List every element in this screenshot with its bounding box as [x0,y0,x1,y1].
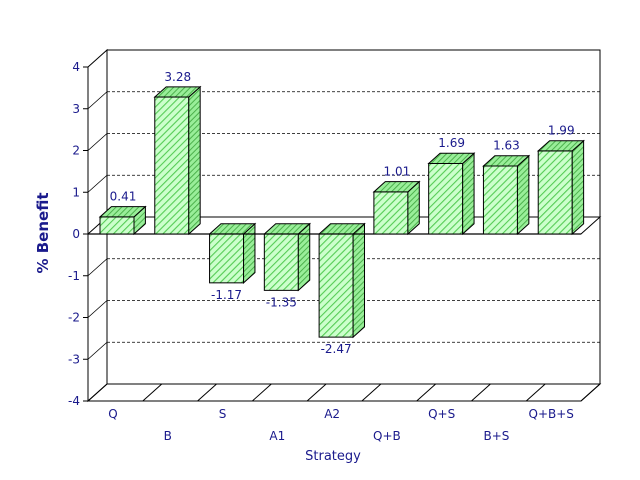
x-tick-label: B+S [483,429,509,443]
x-tick [142,383,163,402]
value-label: 0.41 [110,190,137,204]
bar-side [188,85,201,236]
x-tick-label: Q+S [428,407,455,421]
x-tick-label: S [219,407,227,421]
y-axis: 4 3 2 1 0 -1 -2 -3 -4 [68,60,88,408]
bars-positive [98,85,585,236]
x-tick-label: Q [108,407,117,421]
y-tick-label: 4 [72,60,80,74]
grid-line-side [87,91,108,110]
x-tick [525,383,546,402]
value-label: 1.01 [384,165,411,179]
bar [209,233,245,284]
y-tick-label: 0 [72,227,80,241]
y-tick-label: 3 [72,102,80,116]
bar-side [462,152,475,236]
bar-top [427,152,476,164]
value-label: -1.35 [266,295,297,309]
x-tick [580,383,601,402]
bottom-floor [86,383,602,402]
x-tick [197,383,217,402]
bar [482,165,518,235]
y-tick-label: -4 [68,394,80,408]
x-tick [416,383,437,402]
x-tick [471,383,491,402]
x-tick [361,383,382,402]
grid-line-side [87,133,108,151]
grid-line-side [87,300,108,318]
bar [263,233,299,291]
value-label: -2.47 [321,342,352,356]
x-axis: Q B S A1 A2 Q+B Q+S B+S Q+B+S [108,383,601,443]
bar-top [372,181,421,193]
grid-line-side [87,258,108,277]
value-label: -1.17 [211,288,242,302]
bar-side [516,154,530,236]
x-tick-label: Q+B [373,429,401,443]
value-label: 3.28 [164,70,191,84]
bar-top [482,155,531,167]
y-tick-label: 1 [72,185,80,199]
bar [373,191,409,235]
bar-side [352,222,366,339]
x-tick-label: B [164,429,172,443]
x-tick [306,383,327,402]
value-label: 1.99 [548,124,575,138]
bar-top [153,86,202,98]
value-labels: 0.41 3.28 -1.17 -1.35 -2.47 1.01 1.69 1.63 1.99 [110,70,575,356]
bars-negative [208,222,366,339]
y-axis-label: % Benefit [34,193,52,274]
y-tick-label: -3 [68,352,80,366]
x-tick-label: A1 [269,429,285,443]
bar [428,162,464,235]
bar-top [98,206,147,218]
value-label: 1.69 [438,136,465,150]
grid-line-side [87,341,108,360]
y-tick-label: -2 [68,311,80,325]
bar [318,233,354,338]
value-label: 1.63 [493,139,520,153]
bar-side [571,139,585,236]
x-tick-label: Q+B+S [529,407,574,421]
x-axis-label: Strategy [305,449,361,464]
y-tick-label: -1 [68,269,80,283]
bar-top [536,140,585,152]
bar [99,216,135,235]
grid-line-side [87,174,108,193]
bar [154,96,190,235]
x-tick [251,383,272,402]
bar [537,150,573,235]
y-tick-label: 2 [72,144,80,158]
x-tick-label: A2 [324,407,340,421]
